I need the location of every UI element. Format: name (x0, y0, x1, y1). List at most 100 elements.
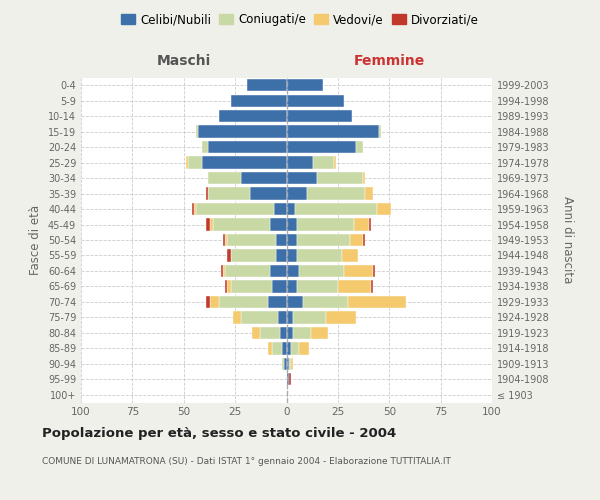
Bar (307, 188, 365, 200)
Bar (317, 172, 362, 184)
Bar (227, 250, 231, 262)
Bar (272, 280, 287, 292)
Bar (283, 342, 287, 354)
Bar (313, 156, 334, 169)
Bar (287, 94, 344, 107)
Bar (268, 296, 287, 308)
Bar (362, 172, 365, 184)
Bar (196, 203, 274, 215)
Bar (221, 265, 223, 277)
Bar (299, 265, 344, 277)
Bar (371, 280, 373, 292)
Bar (356, 141, 362, 154)
Bar (326, 311, 356, 324)
Bar (338, 280, 371, 292)
Bar (355, 218, 369, 230)
Bar (293, 311, 326, 324)
Bar (287, 141, 356, 154)
Bar (218, 296, 268, 308)
Bar (227, 280, 231, 292)
Bar (365, 188, 373, 200)
Bar (225, 265, 270, 277)
Bar (251, 326, 260, 339)
Text: COMUNE DI LUNAMATRONA (SU) - Dati ISTAT 1° gennaio 2004 - Elaborazione TUTTITALI: COMUNE DI LUNAMATRONA (SU) - Dati ISTAT … (42, 458, 451, 466)
Bar (276, 234, 287, 246)
Bar (373, 265, 375, 277)
Bar (272, 342, 283, 354)
Bar (208, 141, 287, 154)
Bar (297, 218, 355, 230)
Bar (218, 110, 287, 122)
Bar (342, 250, 358, 262)
Bar (194, 203, 196, 215)
Bar (362, 234, 365, 246)
Bar (289, 373, 290, 386)
Bar (295, 203, 377, 215)
Bar (206, 218, 211, 230)
Bar (211, 218, 212, 230)
Bar (287, 188, 307, 200)
Bar (227, 234, 276, 246)
Y-axis label: Fasce di età: Fasce di età (29, 205, 42, 275)
Bar (280, 326, 287, 339)
Bar (287, 250, 297, 262)
Bar (344, 265, 373, 277)
Bar (287, 280, 297, 292)
Bar (233, 311, 241, 324)
Bar (250, 188, 287, 200)
Bar (223, 265, 225, 277)
Bar (297, 234, 350, 246)
Bar (348, 296, 406, 308)
Bar (287, 265, 299, 277)
Bar (287, 326, 293, 339)
Bar (196, 126, 198, 138)
Bar (287, 126, 379, 138)
Bar (270, 265, 287, 277)
Bar (278, 311, 287, 324)
Bar (206, 296, 211, 308)
Bar (198, 126, 287, 138)
Bar (231, 94, 287, 107)
Bar (287, 342, 290, 354)
Bar (334, 156, 336, 169)
Bar (287, 311, 293, 324)
Bar (287, 203, 295, 215)
Bar (287, 234, 297, 246)
Bar (290, 342, 299, 354)
Bar (287, 296, 303, 308)
Bar (241, 311, 278, 324)
Bar (297, 280, 338, 292)
Bar (208, 172, 241, 184)
Bar (284, 358, 287, 370)
Bar (289, 358, 290, 370)
Bar (223, 234, 225, 246)
Bar (287, 358, 289, 370)
Bar (287, 156, 313, 169)
Bar (206, 188, 208, 200)
Bar (299, 342, 309, 354)
Bar (241, 172, 287, 184)
Bar (208, 188, 250, 200)
Bar (379, 126, 381, 138)
Bar (287, 373, 289, 386)
Bar (274, 203, 287, 215)
Bar (231, 280, 272, 292)
Bar (377, 203, 391, 215)
Bar (268, 342, 272, 354)
Bar (283, 358, 284, 370)
Bar (192, 203, 194, 215)
Bar (303, 296, 348, 308)
Text: Maschi: Maschi (157, 54, 211, 68)
Text: Femmine: Femmine (353, 54, 425, 68)
Bar (369, 218, 371, 230)
Bar (247, 79, 287, 92)
Bar (270, 218, 287, 230)
Bar (297, 250, 342, 262)
Bar (202, 141, 208, 154)
Bar (212, 218, 270, 230)
Bar (293, 326, 311, 339)
Bar (202, 156, 287, 169)
Bar (311, 326, 328, 339)
Bar (225, 280, 227, 292)
Bar (350, 234, 362, 246)
